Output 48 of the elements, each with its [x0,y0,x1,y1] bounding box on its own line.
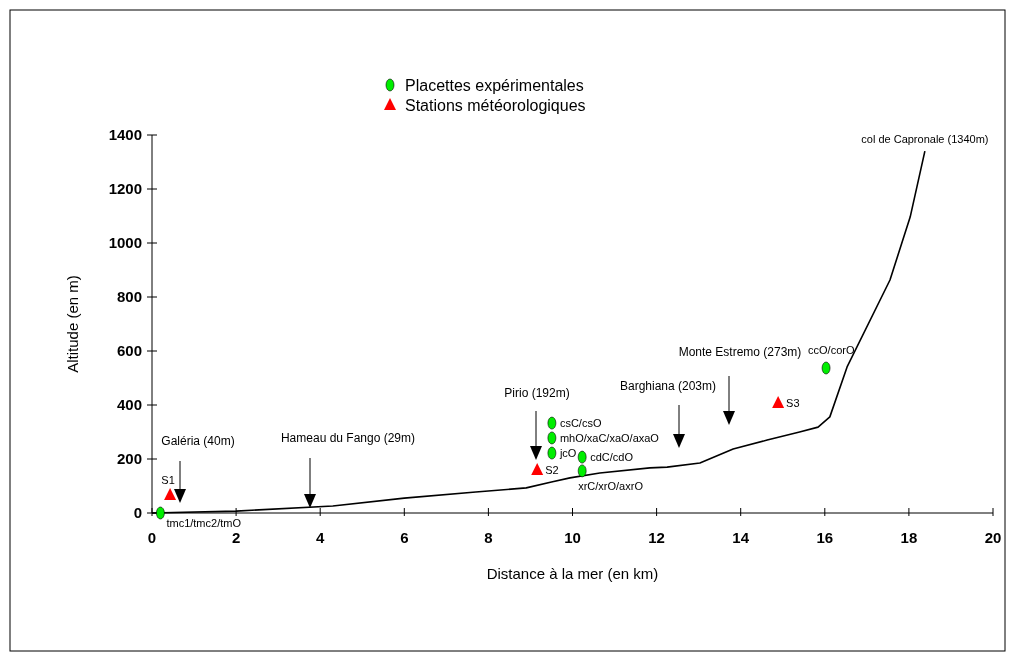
y-tick-label: 1000 [108,234,142,251]
y-tick-label: 0 [133,504,142,521]
annotation: Monte Estremo (273m) [678,345,802,359]
x-tick-label: 0 [147,529,157,546]
point [164,487,177,500]
x-tick-label: 20 [984,529,1002,546]
point [821,361,831,375]
annotation: Pirio (192m) [504,386,570,400]
point [547,431,557,445]
data-label: col de Capronale (1340m) [861,133,989,146]
data-label: mhO/xaC/xaO/axaO [559,431,660,444]
x-tick-label: 18 [900,529,918,546]
x-tick-label: 14 [732,529,750,546]
data-label: S1 [161,473,175,486]
y-tick-label: 400 [116,396,142,413]
x-tick-label: 2 [231,529,241,546]
y-tick-label: 800 [116,288,142,305]
point [531,463,544,476]
y-tick-label: 1400 [108,126,142,143]
y-tick-label: 1200 [108,180,142,197]
x-tick-label: 4 [316,529,326,546]
legend-label: Placettes expérimentales [405,77,584,94]
x-axis-title: Distance à la mer (en km) [486,565,659,582]
data-label: S2 [545,464,559,477]
point [772,396,785,409]
legend-label: Stations météorologiques [405,97,586,114]
data-label: xrC/xrO/axrO [578,479,644,492]
y-axis-title: Altitude (en m) [64,275,81,373]
x-tick-label: 6 [400,529,409,546]
annotation: Hameau du Fango (29m) [280,431,416,445]
point [577,464,587,478]
annotation: Barghiana (203m) [619,379,717,393]
x-tick-label: 10 [564,529,581,546]
data-label: tmc1/tmc2/tmO [166,517,242,529]
x-tick-label: 8 [484,529,493,546]
y-tick-label: 200 [116,450,142,467]
data-label: ccO/corO [808,344,855,357]
point [547,416,557,430]
data-label: cdC/cdO [590,451,634,464]
point [547,446,557,460]
data-label: S3 [786,397,800,410]
x-tick-label: 16 [816,529,834,546]
annotation: Galéria (40m) [161,434,235,448]
data-label: jcO [558,447,577,460]
data-label: csC/csO [559,417,602,430]
y-tick-label: 600 [116,342,142,359]
x-tick-label: 12 [648,529,665,546]
point [577,450,587,464]
